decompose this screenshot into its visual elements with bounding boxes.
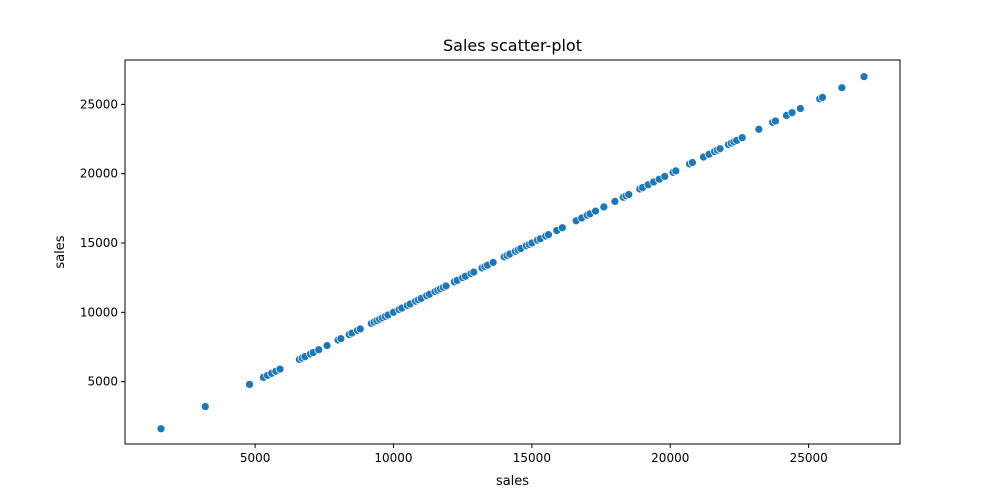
scatter-point xyxy=(441,281,451,291)
x-tick-label: 5000 xyxy=(240,451,271,465)
scatter-point xyxy=(200,402,210,411)
x-axis: 5000 10000 15000 20000 25000 xyxy=(240,444,828,465)
scatter-point xyxy=(355,324,365,334)
scatter-point xyxy=(591,206,600,216)
scatter-point xyxy=(715,144,725,154)
scatter-point xyxy=(787,108,797,118)
scatter-point xyxy=(245,380,254,389)
scatter-point xyxy=(336,334,346,343)
scatter-point xyxy=(322,341,332,350)
x-tick-label: 25000 xyxy=(790,451,828,465)
scatter-point xyxy=(544,230,553,240)
scatter-point xyxy=(275,364,285,374)
scatter-point xyxy=(314,345,324,355)
scatter-point xyxy=(754,124,764,134)
scatter-point xyxy=(624,190,634,199)
plot-area-frame xyxy=(124,59,901,445)
scatter-point xyxy=(557,223,567,233)
y-tick-label: 10000 xyxy=(80,305,118,319)
scatter-point xyxy=(599,202,609,212)
y-axis-label: sales xyxy=(53,235,68,268)
scatter-point xyxy=(818,93,827,102)
scatter-point xyxy=(671,166,681,176)
scatter-point xyxy=(488,258,498,267)
scatter-point xyxy=(837,83,847,93)
scatter-point xyxy=(737,133,747,142)
scatter-point xyxy=(610,197,620,206)
y-tick-label: 15000 xyxy=(80,236,118,250)
scatter-point xyxy=(469,267,479,277)
scatter-point xyxy=(796,104,805,113)
x-axis-label: sales xyxy=(496,474,529,489)
scatter-point xyxy=(771,116,780,126)
chart-title: Sales scatter-plot xyxy=(443,36,582,55)
scatter-point xyxy=(859,72,869,81)
data-points xyxy=(156,72,869,434)
scatter-point xyxy=(688,158,697,167)
scatter-point xyxy=(660,172,670,181)
y-axis: 5000 10000 15000 20000 25000 xyxy=(80,97,125,389)
y-tick-label: 20000 xyxy=(80,167,118,181)
x-tick-label: 10000 xyxy=(374,451,412,465)
scatter-point xyxy=(156,424,166,434)
x-tick-label: 15000 xyxy=(513,451,551,465)
y-tick-label: 5000 xyxy=(87,375,118,389)
y-tick-label: 25000 xyxy=(80,97,118,111)
x-tick-label: 20000 xyxy=(651,451,689,465)
